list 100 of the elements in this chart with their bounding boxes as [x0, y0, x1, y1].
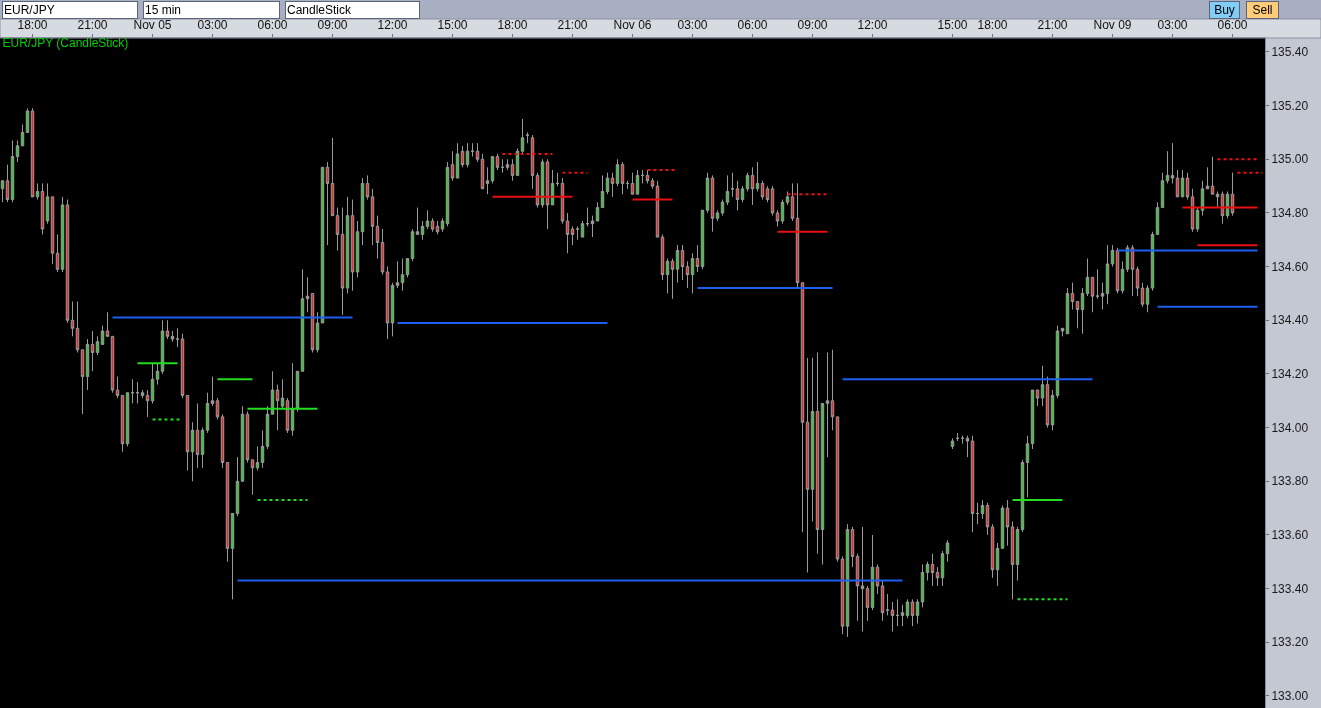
candlestick	[725, 174, 730, 206]
x-tick-label: 21:00	[1037, 18, 1068, 33]
candlestick	[75, 300, 80, 353]
candlestick	[415, 207, 420, 235]
y-tick-label: 133.00	[1271, 689, 1309, 704]
candlestick	[665, 258, 670, 294]
candlestick	[300, 268, 305, 372]
candlestick	[70, 300, 75, 337]
candlestick	[185, 394, 190, 472]
candlestick	[600, 174, 605, 209]
candlestick	[430, 217, 435, 233]
candlestick	[450, 150, 455, 182]
candlestick	[15, 140, 20, 163]
candlestick	[40, 182, 45, 235]
candlestick	[1210, 156, 1215, 195]
candlestick	[440, 217, 445, 233]
candlestick	[915, 598, 920, 624]
candlestick	[220, 413, 225, 469]
y-tick-label: 135.00	[1271, 152, 1309, 167]
y-tick-label: 134.40	[1271, 313, 1309, 328]
candlestick	[640, 169, 645, 184]
text: 15 min	[145, 3, 182, 17]
candlestick	[1205, 166, 1210, 190]
candlestick	[1230, 172, 1235, 217]
candlestick	[350, 199, 355, 292]
candlestick	[675, 244, 680, 284]
candlestick	[760, 180, 765, 201]
candlestick	[1095, 268, 1100, 300]
candlestick	[425, 209, 430, 230]
x-tick-label: 18:00	[497, 18, 528, 33]
candlestick	[475, 142, 480, 163]
candlestick	[315, 311, 320, 353]
candlestick	[340, 207, 345, 316]
candlestick	[420, 220, 425, 241]
candlestick	[130, 378, 135, 404]
candlestick	[825, 351, 830, 458]
candlestick	[970, 435, 975, 533]
candlestick	[330, 137, 335, 217]
candlestick	[250, 459, 255, 496]
candlestick	[890, 601, 895, 633]
text: EUR/JPY	[4, 3, 55, 17]
candlestick	[1145, 284, 1150, 313]
candlestick	[1185, 172, 1190, 201]
candlestick	[1040, 365, 1045, 407]
candlestick	[1175, 169, 1180, 198]
candlestick	[645, 169, 650, 184]
candlestick	[945, 539, 950, 563]
y-tick-label: 133.60	[1271, 528, 1309, 543]
candlestick	[345, 196, 350, 294]
text: Sell	[1252, 3, 1273, 17]
y-tick-label: 134.60	[1271, 259, 1309, 274]
y-tick-label: 134.00	[1271, 420, 1309, 435]
candlestick	[10, 140, 15, 203]
x-tick-label: 06:00	[737, 18, 768, 33]
candlestick	[105, 311, 110, 337]
candlestick	[100, 325, 105, 345]
candlestick	[610, 172, 615, 198]
candlestick	[385, 266, 390, 340]
candlestick	[470, 142, 475, 158]
candlestick	[565, 212, 570, 254]
candlestick	[280, 378, 285, 410]
x-tick-label: 03:00	[1157, 18, 1188, 33]
x-tick-label: 09:00	[797, 18, 828, 33]
candlestick	[905, 598, 910, 619]
x-tick-label: 12:00	[377, 18, 408, 33]
candlestick	[1140, 282, 1145, 308]
candlestick	[860, 526, 865, 633]
candlestick	[525, 131, 530, 144]
candlestick	[95, 335, 100, 356]
candlestick	[1165, 150, 1170, 184]
candlestick	[815, 351, 820, 555]
candlestick	[950, 437, 955, 450]
chart-title: EUR/JPY (CandleStick)	[2, 36, 129, 51]
x-tick-label: 03:00	[677, 18, 708, 33]
candlestick	[85, 338, 90, 391]
candlestick	[775, 209, 780, 227]
candlestick	[1215, 190, 1220, 209]
candlestick	[255, 445, 260, 472]
candlestick	[660, 233, 665, 281]
candlestick	[135, 381, 140, 404]
candlestick	[335, 207, 340, 252]
y-tick-label: 134.80	[1271, 206, 1309, 221]
candlestick	[800, 282, 805, 533]
candlestick	[850, 526, 855, 568]
candlestick	[785, 190, 790, 206]
candlestick	[460, 145, 465, 168]
candlestick	[495, 153, 500, 171]
candlestick	[855, 553, 860, 622]
candlestick	[55, 233, 60, 273]
candlestick	[60, 196, 65, 273]
candlestick	[940, 550, 945, 587]
candlestick	[0, 180, 5, 203]
candlestick	[145, 389, 150, 418]
candlestick	[615, 158, 620, 187]
candlestick	[705, 172, 710, 214]
candlestick	[975, 502, 980, 525]
candlestick	[360, 177, 365, 246]
y-tick-label: 135.40	[1271, 45, 1309, 60]
candlestick	[595, 201, 600, 222]
candlestick	[670, 258, 675, 300]
